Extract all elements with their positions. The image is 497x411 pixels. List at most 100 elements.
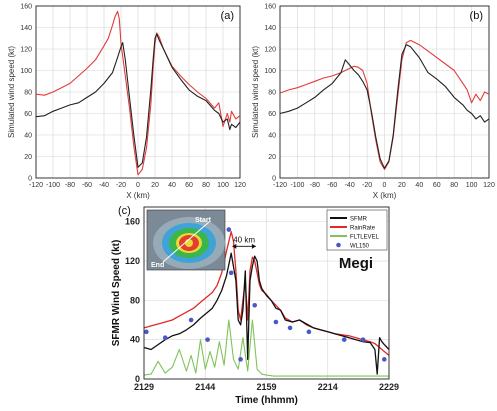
inset-eye xyxy=(185,239,193,247)
x-tick-label: 0 xyxy=(136,182,140,189)
x-tick-label: 2214 xyxy=(318,382,338,392)
distance-annotation: 40 km xyxy=(233,235,255,244)
x-tick-label: 2144 xyxy=(195,382,215,392)
legend-label: SFMR xyxy=(350,217,368,223)
x-tick-label: -40 xyxy=(99,182,109,189)
x-tick-label: -120 xyxy=(273,182,287,189)
legend: SFMR RainRate FLTLEVEL WL150 xyxy=(326,209,388,251)
wl150-point xyxy=(360,337,366,342)
x-axis-label: X (km) xyxy=(373,191,397,200)
panel-a: -120 -100 -80 -60 -40 -20 0 20 40 60 80 100 120 0 20 40… xyxy=(7,4,246,201)
y-tick-label: 160 xyxy=(20,4,32,11)
arrow-head-left xyxy=(232,243,237,249)
x-tick-label: -60 xyxy=(82,182,92,189)
x-tick-label: 20 xyxy=(398,182,406,189)
x-tick-label: 80 xyxy=(450,182,458,189)
sfmr-line xyxy=(143,252,390,375)
wl150-point xyxy=(273,319,279,325)
x-tick-label: -60 xyxy=(327,182,337,189)
x-tick-label: 120 xyxy=(234,182,246,189)
y-tick-label: 120 xyxy=(20,47,32,54)
y-axis-label: SFMR Wind Speed (kt) xyxy=(111,240,122,347)
x-tick-label: 100 xyxy=(466,182,478,189)
y-tick-label: 40 xyxy=(24,133,32,140)
x-tick-label: -20 xyxy=(362,182,372,189)
wl150-point xyxy=(205,337,210,342)
wl150-point xyxy=(287,325,293,331)
y-tick-label: 120 xyxy=(264,47,276,54)
x-tick-label: 60 xyxy=(185,182,193,189)
panel-label: (c) xyxy=(118,205,131,217)
wl150-point xyxy=(188,317,194,323)
y-tick-label: 80 xyxy=(268,90,276,97)
wl150-point xyxy=(162,335,168,341)
y-tick-label: 40 xyxy=(268,133,276,140)
flight-track xyxy=(162,221,210,263)
series-red-line xyxy=(279,39,490,170)
x-tick-label: 40 xyxy=(415,182,423,189)
inset-start-label: Start xyxy=(195,217,212,224)
x-tick-label: -80 xyxy=(310,182,320,189)
y-axis-label: Simulated wind speed (kt) xyxy=(7,46,16,138)
rainrate-line xyxy=(143,230,390,356)
y-tick-label: 0 xyxy=(272,176,276,183)
fltlevel-line xyxy=(143,319,389,377)
plot-frame xyxy=(143,206,390,380)
series-red-line xyxy=(35,10,241,176)
y-tick-label: 60 xyxy=(268,111,276,118)
wl150-point xyxy=(226,227,232,232)
y-tick-label: 100 xyxy=(264,68,276,75)
y-tick-label: 120 xyxy=(125,256,140,266)
x-tick-label: 80 xyxy=(202,182,210,189)
x-axis-label: Time (hhmm) xyxy=(235,395,298,406)
wl150-point xyxy=(341,337,347,342)
panel-label: (b) xyxy=(470,10,483,22)
y-tick-label: 40 xyxy=(130,335,140,345)
wl150-point xyxy=(228,270,234,276)
y-tick-label: 160 xyxy=(264,4,276,11)
x-tick-label: 2129 xyxy=(134,382,154,392)
legend-label: WL150 xyxy=(350,244,370,250)
y-tick-label: 20 xyxy=(268,154,276,161)
legend-swatch xyxy=(336,242,341,248)
panel-label: (a) xyxy=(221,10,234,22)
series-black-line xyxy=(35,33,241,168)
y-tick-label: 0 xyxy=(28,176,32,183)
radar-inset: Start End xyxy=(146,209,226,271)
legend-label: FLTLEVEL xyxy=(350,235,380,241)
x-tick-label: 120 xyxy=(483,182,495,189)
y-tick-label: 80 xyxy=(130,295,140,305)
plot-frame xyxy=(35,5,241,179)
x-axis-label: X (km) xyxy=(126,191,150,200)
y-tick-label: 80 xyxy=(24,90,32,97)
x-tick-label: -120 xyxy=(29,182,43,189)
wl150-point xyxy=(381,357,387,362)
x-tick-label: -100 xyxy=(46,182,60,189)
x-tick-label: 100 xyxy=(217,182,229,189)
plot-frame xyxy=(279,5,490,179)
wl150-point xyxy=(238,357,243,362)
wl150-point xyxy=(252,302,258,308)
panel-b: -120 -100 -80 -60 -40 -20 0 20 40 60 80 100 120 0 20 40… xyxy=(251,4,495,201)
panel-c: 2129 2144 2159 2214 2229 0 40 80 120 160 40 km Megi… xyxy=(111,205,399,406)
x-tick-label: 60 xyxy=(433,182,441,189)
arrow-head-right xyxy=(251,243,256,249)
series-black-line xyxy=(279,44,490,169)
y-tick-label: 160 xyxy=(125,217,140,227)
y-tick-label: 100 xyxy=(20,68,32,75)
storm-name-title: Megi xyxy=(339,255,373,272)
x-tick-label: 40 xyxy=(168,182,176,189)
y-axis-label: Simulated wind speed (kt) xyxy=(251,46,260,138)
x-tick-label: 2229 xyxy=(379,382,399,392)
wl150-point xyxy=(144,329,149,335)
y-tick-label: 0 xyxy=(135,374,140,384)
x-tick-label: 20 xyxy=(151,182,159,189)
y-tick-label: 140 xyxy=(20,25,32,32)
x-tick-label: 0 xyxy=(383,182,387,189)
x-tick-label: -80 xyxy=(65,182,75,189)
x-tick-label: -100 xyxy=(290,182,304,189)
y-tick-label: 60 xyxy=(24,111,32,118)
y-tick-label: 20 xyxy=(24,154,32,161)
